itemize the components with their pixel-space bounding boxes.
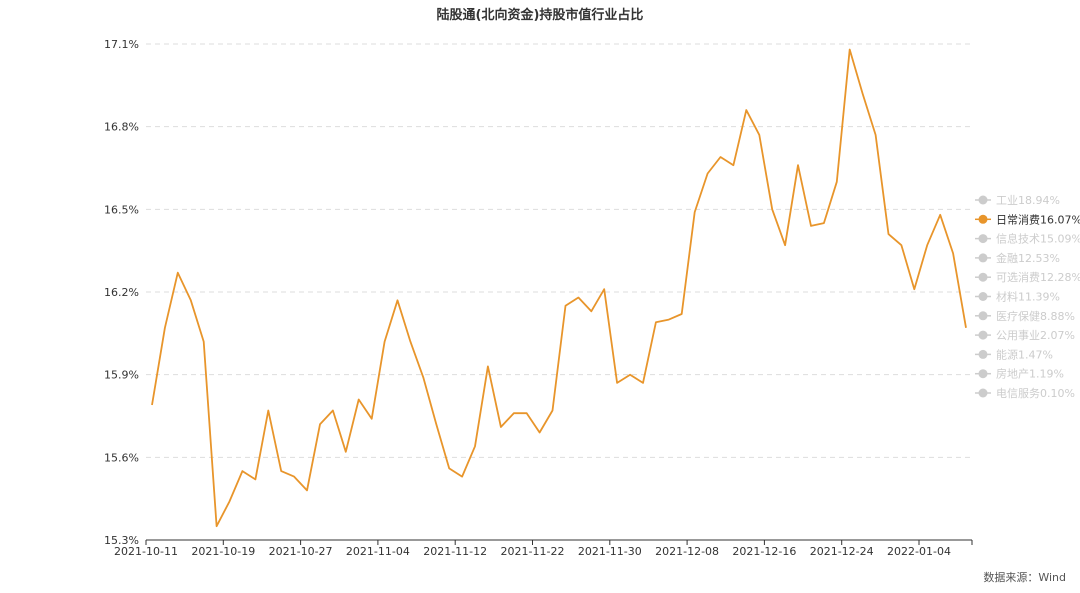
legend-item-label[interactable]: 公用事业2.07% [996, 329, 1075, 342]
series-line-daily-consumption [151, 48, 967, 528]
legend-item-label[interactable]: 电信服务0.10% [996, 387, 1075, 400]
y-tick-label: 16.8% [104, 121, 139, 134]
legend-item-label[interactable]: 信息技术15.09% [996, 232, 1080, 246]
x-tick-label: 2022-01-04 [887, 545, 951, 558]
x-tick-label: 2021-12-08 [655, 545, 719, 558]
legend-item-label[interactable]: 房地产1.19% [996, 367, 1064, 381]
legend-marker[interactable] [978, 349, 988, 359]
x-tick-label: 2021-10-27 [269, 545, 333, 558]
x-tick-label: 2021-10-11 [114, 545, 178, 558]
legend-item-label[interactable]: 金融12.53% [996, 251, 1060, 265]
legend-item-label[interactable]: 能源1.47% [996, 347, 1053, 361]
y-tick-label: 16.5% [104, 203, 139, 216]
x-tick-label: 2021-11-30 [578, 545, 642, 558]
y-tick-label: 16.2% [104, 286, 139, 299]
x-tick-label: 2021-11-22 [501, 545, 565, 558]
legend-item-label[interactable]: 医疗保健8.88% [996, 309, 1075, 323]
legend-marker[interactable] [978, 292, 988, 301]
legend-marker[interactable] [978, 311, 988, 321]
y-tick-label: 15.9% [104, 369, 139, 382]
chart-title: 陆股通(北向资金)持股市值行业占比 [436, 8, 644, 23]
legend-marker[interactable] [978, 388, 988, 398]
legend-marker[interactable] [978, 330, 988, 340]
x-tick-label: 2021-11-04 [346, 545, 410, 558]
x-tick-label: 2021-11-12 [423, 545, 487, 558]
legend-marker[interactable] [978, 195, 988, 205]
legend-marker[interactable] [978, 272, 988, 282]
y-tick-label: 17.1% [104, 38, 139, 51]
legend-marker[interactable] [978, 214, 988, 224]
y-tick-label: 15.6% [104, 451, 139, 464]
x-tick-label: 2021-12-24 [810, 545, 874, 558]
legend-item-label[interactable]: 材料11.39% [996, 290, 1060, 304]
legend-marker[interactable] [978, 369, 988, 379]
legend-item-label[interactable]: 工业18.94% [996, 194, 1060, 207]
legend-item-label[interactable]: 可选消费12.28% [996, 270, 1080, 284]
data-source-note: 数据来源：Wind [983, 571, 1066, 584]
legend-item-label[interactable]: 日常消费16.07% [996, 212, 1080, 226]
x-tick-label: 2021-10-19 [191, 545, 255, 558]
legend-marker[interactable] [978, 253, 988, 263]
legend-marker[interactable] [978, 234, 988, 244]
x-tick-label: 2021-12-16 [732, 545, 796, 558]
y-tick-label: 15.3% [104, 534, 139, 547]
